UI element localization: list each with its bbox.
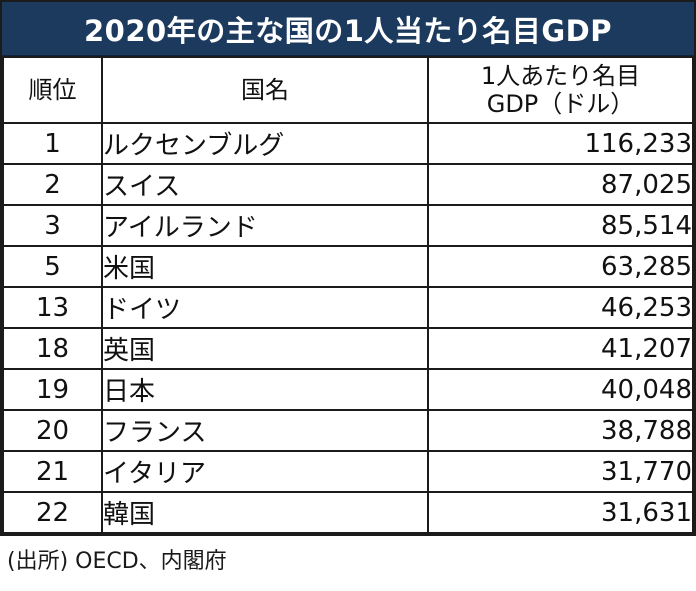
table-row: 2 スイス 87,025 bbox=[2, 163, 694, 206]
country-cell: ドイツ bbox=[101, 286, 429, 329]
value-cell: 31,770 bbox=[427, 450, 694, 493]
country-cell: アイルランド bbox=[101, 204, 429, 247]
country-cell: 英国 bbox=[101, 327, 429, 370]
source-note: (出所) OECD、内閣府 bbox=[7, 549, 227, 574]
rank-cell: 21 bbox=[2, 450, 103, 493]
page-title: 2020年の主な国の1人当たり名目GDP bbox=[83, 13, 613, 48]
table-row: 21 イタリア 31,770 bbox=[2, 450, 694, 493]
value-cell: 87,025 bbox=[427, 163, 694, 206]
rank-cell: 13 bbox=[2, 286, 103, 329]
rank-cell: 22 bbox=[2, 491, 103, 534]
column-header-rank: 順位 bbox=[2, 56, 103, 124]
table-row: 19 日本 40,048 bbox=[2, 368, 694, 411]
rank-cell: 5 bbox=[2, 245, 103, 288]
rank-cell: 3 bbox=[2, 204, 103, 247]
table-row: 13 ドイツ 46,253 bbox=[2, 286, 694, 329]
country-cell: 米国 bbox=[101, 245, 429, 288]
country-cell: スイス bbox=[101, 163, 429, 206]
rank-cell: 2 bbox=[2, 163, 103, 206]
table-row: 1 ルクセンブルグ 116,233 bbox=[2, 122, 694, 165]
column-header-gdp-line1: 1人あたり名目 bbox=[480, 61, 641, 90]
country-cell: 韓国 bbox=[101, 491, 429, 534]
value-cell: 31,631 bbox=[427, 491, 694, 534]
value-cell: 40,048 bbox=[427, 368, 694, 411]
table-header: 順位 国名 1人あたり名目 GDP（ドル） bbox=[2, 56, 694, 124]
value-cell: 41,207 bbox=[427, 327, 694, 370]
country-cell: フランス bbox=[101, 409, 429, 452]
country-cell: イタリア bbox=[101, 450, 429, 493]
table-body: 1 ルクセンブルグ 116,233 2 スイス 87,025 3 アイルランド … bbox=[2, 122, 694, 534]
gdp-table-panel: 2020年の主な国の1人当たり名目GDP 順位 国名 1人あたり名目 GDP（ド… bbox=[0, 0, 696, 536]
value-cell: 46,253 bbox=[427, 286, 694, 329]
header-row: 順位 国名 1人あたり名目 GDP（ドル） bbox=[2, 56, 694, 124]
country-cell: 日本 bbox=[101, 368, 429, 411]
rank-cell: 1 bbox=[2, 122, 103, 165]
country-cell: ルクセンブルグ bbox=[101, 122, 429, 165]
value-cell: 116,233 bbox=[427, 122, 694, 165]
title-band: 2020年の主な国の1人当たり名目GDP bbox=[2, 2, 694, 56]
table-row: 5 米国 63,285 bbox=[2, 245, 694, 288]
rank-cell: 18 bbox=[2, 327, 103, 370]
rank-cell: 19 bbox=[2, 368, 103, 411]
column-header-gdp-line2: GDP（ドル） bbox=[486, 90, 635, 118]
table-row: 3 アイルランド 85,514 bbox=[2, 204, 694, 247]
value-cell: 85,514 bbox=[427, 204, 694, 247]
column-header-country: 国名 bbox=[101, 56, 429, 124]
table-row: 22 韓国 31,631 bbox=[2, 491, 694, 534]
value-cell: 38,788 bbox=[427, 409, 694, 452]
rank-cell: 20 bbox=[2, 409, 103, 452]
table-row: 20 フランス 38,788 bbox=[2, 409, 694, 452]
column-header-gdp: 1人あたり名目 GDP（ドル） bbox=[427, 56, 694, 124]
table-row: 18 英国 41,207 bbox=[2, 327, 694, 370]
gdp-table: 順位 国名 1人あたり名目 GDP（ドル） 1 ルクセンブルグ 116,233 … bbox=[2, 56, 694, 534]
value-cell: 63,285 bbox=[427, 245, 694, 288]
